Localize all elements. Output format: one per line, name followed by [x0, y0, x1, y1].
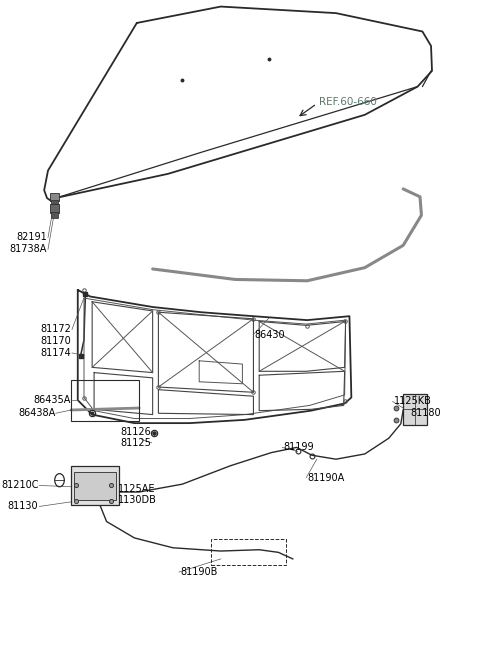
Text: 81126: 81126 — [120, 426, 151, 437]
Text: 81199: 81199 — [283, 442, 314, 453]
Text: 81174: 81174 — [40, 348, 71, 358]
Bar — [50, 193, 59, 201]
Bar — [51, 212, 58, 218]
Text: 1125KB: 1125KB — [394, 396, 432, 407]
Bar — [74, 472, 116, 500]
Text: 81170: 81170 — [40, 336, 71, 346]
Text: 82191: 82191 — [16, 232, 47, 243]
Text: REF.60-660: REF.60-660 — [319, 96, 377, 107]
Text: 86430: 86430 — [254, 329, 285, 340]
Bar — [71, 380, 139, 421]
Text: 81190B: 81190B — [180, 567, 217, 577]
Bar — [50, 204, 59, 213]
Bar — [403, 394, 427, 425]
Bar — [71, 466, 119, 505]
Text: 81130: 81130 — [8, 501, 38, 512]
Text: 81172: 81172 — [40, 324, 71, 335]
Text: 1130DB: 1130DB — [118, 495, 156, 505]
Text: 81210C: 81210C — [1, 480, 38, 491]
Text: 81125: 81125 — [120, 438, 151, 448]
Text: 86435A: 86435A — [34, 395, 71, 405]
Text: 81190A: 81190A — [307, 472, 345, 483]
Text: 86438A: 86438A — [18, 408, 55, 419]
Bar — [51, 201, 58, 206]
Text: 1125AE: 1125AE — [118, 483, 155, 494]
Bar — [211, 539, 286, 565]
Text: 81180: 81180 — [410, 408, 441, 419]
Text: 81738A: 81738A — [10, 244, 47, 255]
